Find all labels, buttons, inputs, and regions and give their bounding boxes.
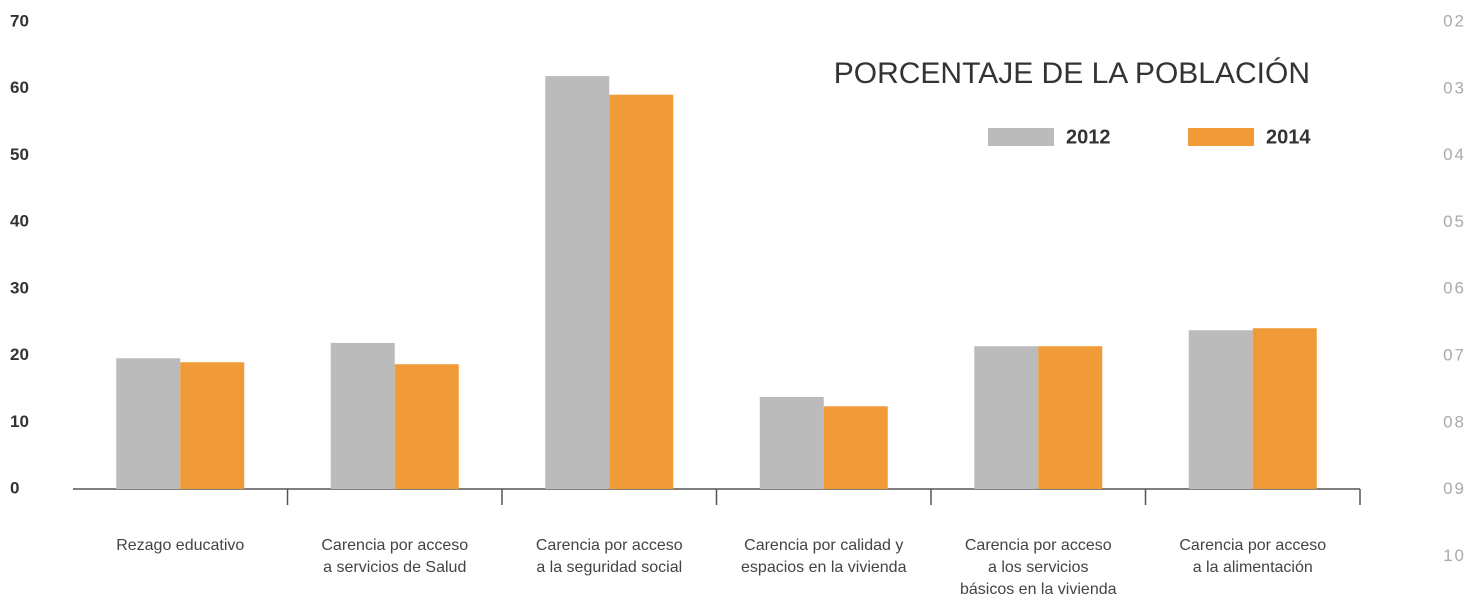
side-label: 07 [1443,345,1466,364]
x-tick-label: Carencia por acceso a la alimentación [1179,537,1326,576]
bar [759,396,824,489]
side-label: 08 [1443,412,1466,431]
bar [974,346,1039,489]
side-label: 06 [1443,279,1466,298]
bar [1188,330,1253,489]
y-tick-label: 40 [10,212,29,231]
x-tick-label: Rezago educativo [116,537,244,554]
bar [1038,346,1103,489]
legend-swatch [1188,128,1254,146]
bar [609,94,674,490]
y-tick-label: 0 [10,478,19,497]
bar [116,358,181,489]
side-label: 04 [1443,145,1466,164]
legend-label: 2014 [1266,126,1311,148]
y-tick-label: 30 [10,278,29,297]
side-label: 03 [1443,78,1466,97]
side-label: 10 [1443,546,1466,565]
legend-label: 2012 [1066,126,1111,148]
bar [823,406,888,489]
y-tick-label: 60 [10,78,29,97]
y-tick-label: 10 [10,412,29,431]
chart-title: PORCENTAJE DE LA POBLACIÓN [834,57,1310,90]
y-tick-label: 50 [10,145,29,164]
bar [1252,328,1317,489]
y-tick-label: 70 [10,11,29,30]
side-label: 05 [1443,212,1466,231]
bar [394,364,459,489]
legend-swatch [988,128,1054,146]
x-tick-label: Carencia por calidad y espacios en la viv… [741,537,907,576]
side-label: 02 [1443,11,1466,30]
bar [330,342,395,489]
side-label: 09 [1443,479,1466,498]
bar [180,362,245,489]
bar [545,76,610,489]
x-tick-label: Carencia por acceso a los servicios básico… [960,537,1117,598]
x-tick-label: Carencia por acceso a la seguridad social [536,537,683,576]
y-tick-label: 20 [10,345,29,364]
x-tick-label: Carencia por acceso a servicios de Salud [321,537,468,576]
